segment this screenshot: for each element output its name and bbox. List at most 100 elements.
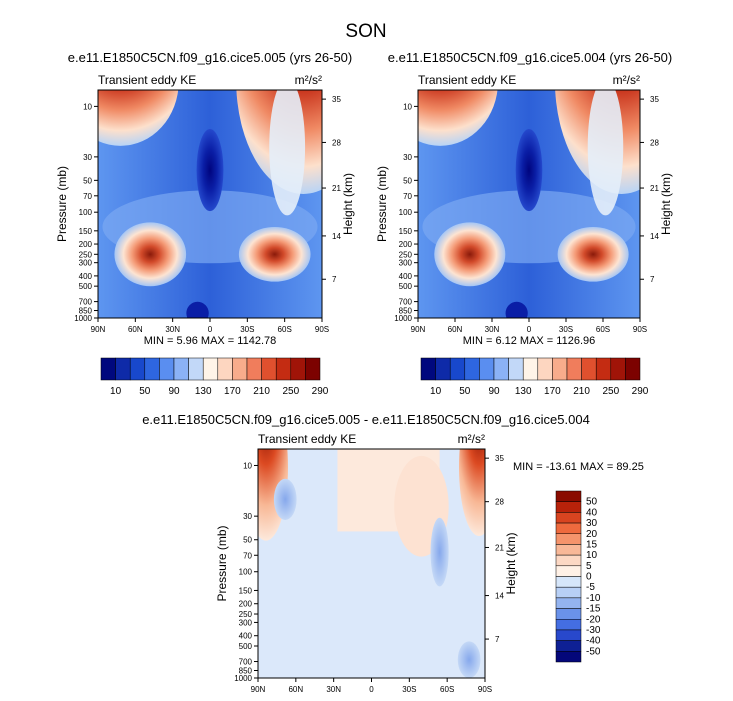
y-tick-label: 700 bbox=[79, 298, 93, 307]
y-right-tick-label: 35 bbox=[495, 454, 504, 463]
colorbar-label: -30 bbox=[586, 625, 601, 636]
y-right-tick-label: 35 bbox=[650, 95, 659, 104]
y-right-tick-label: 7 bbox=[495, 635, 500, 644]
y-tick-label: 50 bbox=[83, 176, 92, 185]
colorbar-label: -50 bbox=[586, 646, 601, 657]
colorbar-cell bbox=[610, 357, 626, 381]
neg-north bbox=[273, 478, 297, 520]
x-tick-label: 90S bbox=[315, 325, 329, 334]
min-max-label: MIN = 6.12 MAX = 1126.96 bbox=[463, 335, 595, 347]
y-tick-label: 1000 bbox=[74, 314, 92, 323]
colorbar-cell bbox=[555, 608, 582, 620]
colorbar-cell bbox=[508, 357, 524, 381]
x-tick-label: 0 bbox=[369, 685, 374, 694]
colorbar-cell bbox=[555, 651, 582, 663]
y-tick-label: 10 bbox=[243, 461, 252, 470]
colorbar-label: 90 bbox=[488, 386, 500, 397]
colorbar-label: 170 bbox=[544, 386, 561, 397]
colorbar-cell bbox=[552, 357, 568, 381]
y-tick-label: 30 bbox=[243, 512, 252, 521]
y-tick-label: 30 bbox=[83, 153, 92, 162]
y-tick-label: 70 bbox=[403, 192, 412, 201]
jet-south bbox=[238, 226, 311, 282]
colorbar-cell bbox=[479, 357, 495, 381]
colorbar-label: 50 bbox=[459, 386, 471, 397]
y-tick-label: 500 bbox=[79, 282, 93, 291]
colorbar-cell bbox=[555, 640, 582, 652]
colorbar-label: 0 bbox=[586, 572, 592, 583]
y-tick-label: 70 bbox=[243, 551, 252, 560]
colorbar-label: 10 bbox=[586, 550, 598, 561]
y-tick-label: 250 bbox=[239, 610, 253, 619]
colorbar-cell bbox=[464, 357, 480, 381]
y-tick-label: 400 bbox=[399, 272, 413, 281]
y-right-tick-label: 28 bbox=[650, 138, 659, 147]
colorbar-label: 20 bbox=[586, 529, 598, 540]
y-tick-label: 150 bbox=[399, 227, 413, 236]
y-tick-label: 150 bbox=[239, 586, 253, 595]
colorbar-label: 15 bbox=[586, 539, 598, 550]
y-right-tick-label: 14 bbox=[332, 232, 341, 241]
y-tick-label: 850 bbox=[239, 666, 253, 675]
colorbar-cell bbox=[493, 357, 509, 381]
y-tick-label: 70 bbox=[83, 192, 92, 201]
x-tick-label: 90N bbox=[251, 685, 266, 694]
colorbar-label: 210 bbox=[253, 386, 270, 397]
plot-area bbox=[258, 449, 485, 678]
strat-tail-south bbox=[269, 90, 306, 216]
panel-right: e.e11.E1850C5CN.f09_g16.cice5.004 (yrs 2… bbox=[375, 50, 673, 397]
tropical-min bbox=[515, 129, 543, 212]
y-axis-label-right: Height (km) bbox=[659, 173, 673, 235]
x-tick-label: 30S bbox=[559, 325, 573, 334]
colorbar-cell bbox=[202, 357, 219, 381]
y-right-tick-label: 14 bbox=[495, 592, 504, 601]
y-tick-label: 1000 bbox=[394, 314, 412, 323]
x-tick-label: 60S bbox=[278, 325, 292, 334]
colorbar-label: 130 bbox=[515, 386, 532, 397]
colorbar-cell bbox=[555, 629, 582, 641]
colorbar-cell bbox=[115, 357, 131, 381]
edge-max-south bbox=[459, 449, 485, 536]
colorbar-cell bbox=[305, 357, 321, 381]
x-tick-label: 90N bbox=[91, 325, 106, 334]
figure-title: SON bbox=[345, 21, 386, 42]
y-tick-label: 700 bbox=[399, 298, 413, 307]
x-tick-label: 60N bbox=[448, 325, 463, 334]
y-tick-label: 50 bbox=[243, 536, 252, 545]
jet-north bbox=[434, 222, 506, 287]
colorbar-cell bbox=[261, 357, 277, 381]
x-tick-label: 60N bbox=[128, 325, 143, 334]
colorbar-label: 10 bbox=[110, 386, 122, 397]
colorbar-cell bbox=[581, 357, 597, 381]
y-right-tick-label: 28 bbox=[332, 138, 341, 147]
colorbar-cell bbox=[129, 357, 146, 381]
colorbar-label: 5 bbox=[586, 561, 592, 572]
y-right-tick-label: 14 bbox=[650, 232, 659, 241]
panel-difference: e.e11.E1850C5CN.f09_g16.cice5.005 - e.e1… bbox=[142, 412, 644, 694]
x-tick-label: 0 bbox=[208, 325, 213, 334]
y-tick-label: 100 bbox=[79, 208, 93, 217]
colorbar-cell bbox=[100, 357, 116, 381]
y-tick-label: 300 bbox=[399, 259, 413, 268]
min-max-label: MIN = 5.96 MAX = 1142.78 bbox=[144, 335, 276, 347]
x-tick-label: 30N bbox=[165, 325, 180, 334]
y-tick-label: 500 bbox=[239, 642, 253, 651]
colorbar-cell bbox=[188, 357, 204, 381]
x-tick-label: 60N bbox=[288, 685, 303, 694]
colorbar-label: 250 bbox=[602, 386, 619, 397]
colorbar-cell bbox=[217, 357, 233, 381]
colorbar-label: -5 bbox=[586, 582, 595, 593]
min-max-label: MIN = -13.61 MAX = 89.25 bbox=[513, 461, 644, 473]
colorbar-cell bbox=[232, 357, 248, 381]
y-tick-label: 1000 bbox=[234, 674, 252, 683]
colorbar-cell bbox=[537, 357, 553, 381]
y-tick-label: 850 bbox=[79, 307, 93, 316]
colorbar-cell bbox=[555, 554, 582, 567]
panel-title: e.e11.E1850C5CN.f09_g16.cice5.004 (yrs 2… bbox=[388, 50, 673, 65]
panel-title: e.e11.E1850C5CN.f09_g16.cice5.005 (yrs 2… bbox=[68, 50, 353, 65]
colorbar-cell bbox=[420, 357, 436, 381]
y-tick-label: 400 bbox=[79, 272, 93, 281]
colorbar-label: 10 bbox=[430, 386, 442, 397]
y-axis-label: Pressure (mb) bbox=[375, 166, 389, 242]
y-tick-label: 10 bbox=[83, 102, 92, 111]
